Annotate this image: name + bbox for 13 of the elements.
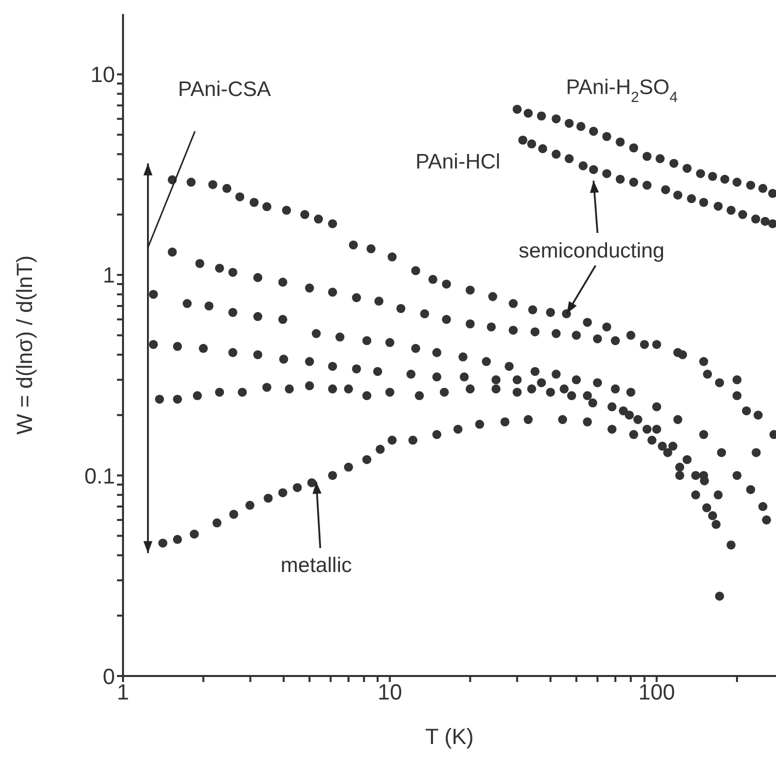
annotation: PAni-H$_{2}$SO$_{4}$ [566,76,678,106]
y-tick-label: 0.1 [84,463,115,488]
y-tick-label: 1 [102,262,115,288]
y-tick-label: 10 [90,62,115,88]
x-tick-label: 100 [638,680,676,705]
annotation: semiconducting [518,240,664,263]
y-tick-label: 0 [102,664,115,689]
annotation: PAni-HCl [416,150,500,174]
x-axis-title: T (K) [425,724,474,749]
annotation: metallic [280,554,352,578]
x-tick-label: 10 [378,680,402,705]
y-axis-title: W = d(lnσ) / d(lnT) [12,255,37,435]
annotation: PAni-CSA [178,78,271,102]
